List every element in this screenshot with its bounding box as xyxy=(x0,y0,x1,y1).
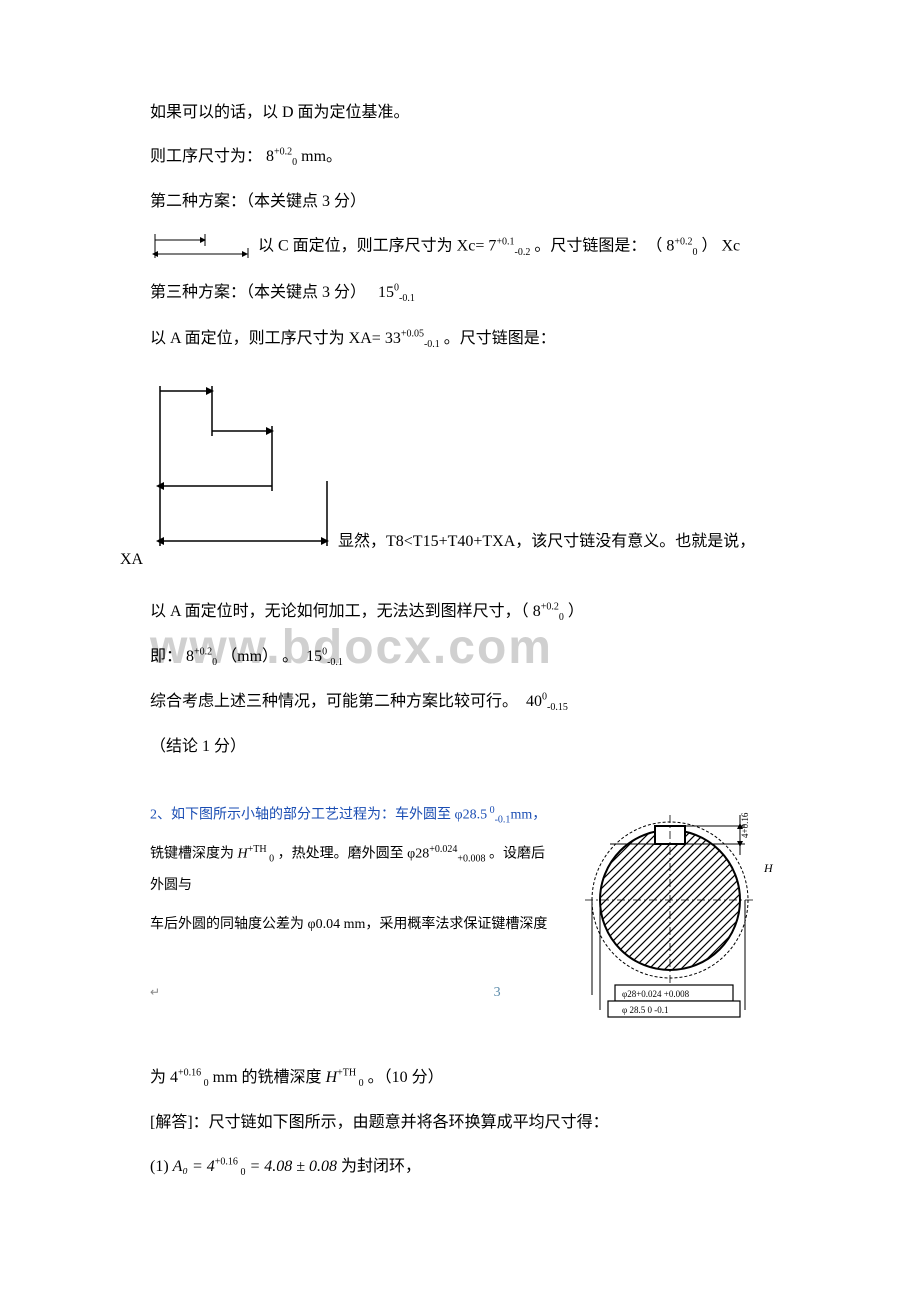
subscript: 0 xyxy=(201,1078,209,1089)
superscript: 0 xyxy=(394,283,399,294)
superscript: +0.024 xyxy=(429,844,457,855)
text-line: [解答]：尺寸链如下图所示，由题意并将各环换算成平均尺寸得： xyxy=(150,1110,780,1136)
superscript: +0.2 xyxy=(274,146,292,157)
text: （mm） xyxy=(221,648,278,665)
shaft-cross-section-diagram: 4+0.16 H φ28+0.024 +0.008 φ 28.5 0 -0.1 xyxy=(570,800,780,1025)
page-number: 3 xyxy=(494,985,501,1000)
text: 即： xyxy=(150,648,182,665)
text: ） xyxy=(568,603,584,620)
text: 第三种方案：（本关键点 3 分） xyxy=(150,284,366,301)
superscript: +TH xyxy=(248,844,267,855)
superscript: 0 xyxy=(487,805,495,816)
text-line: 为 4+0.16 0 mm 的铣槽深度 H+TH 0 。（10 分） xyxy=(150,1065,780,1092)
text-line: 如果可以的话，以 D 面为定位基准。 xyxy=(150,100,780,126)
text: 综合考虑上述三种情况，可能第二种方案比较可行。 xyxy=(150,693,518,710)
subscript: 0 xyxy=(238,1167,246,1178)
subscript: -0.2 xyxy=(515,247,531,258)
subscript: 0 xyxy=(693,247,698,258)
subscript: 0 xyxy=(356,1078,364,1089)
text: 以 A 面定位时，无论如何加工，无法达到图样尺寸，（ xyxy=(150,603,529,620)
text-line: 以 A 面定位时，无论如何加工，无法达到图样尺寸，（ 8+0.20 ） xyxy=(150,599,780,626)
superscript: +0.16 xyxy=(178,1068,201,1079)
text-line: 第三种方案：（本关键点 3 分） 150-0.1 xyxy=(150,280,780,307)
superscript: +0.16 xyxy=(215,1156,238,1167)
text: 为 xyxy=(150,1069,166,1086)
text: 铣键槽深度为 xyxy=(150,847,234,862)
text: 。（10 分） xyxy=(368,1069,444,1086)
superscript: +0.2 xyxy=(674,237,692,248)
subscript: 0 xyxy=(292,157,297,168)
text: 则工序尺寸为： xyxy=(150,148,262,165)
text: 。尺寸链图是： （ xyxy=(534,238,662,255)
subscript: -0.1 xyxy=(327,657,343,668)
text-line: （结论 1 分） xyxy=(150,734,780,760)
text-line: 即： 8+0.20 （mm） 。 150-0.1 xyxy=(150,644,780,671)
subscript: 0 xyxy=(212,657,217,668)
superscript: +0.2 xyxy=(194,647,212,658)
text: mm。 xyxy=(301,148,342,165)
superscript: 0 xyxy=(322,647,327,658)
text: ） Xc xyxy=(702,238,741,255)
text: 2、如下图所示小轴的部分工艺过程为：车外圆至 φ28.5 xyxy=(150,808,487,823)
superscript: +0.05 xyxy=(401,328,424,339)
value: 4 xyxy=(170,1069,178,1086)
superscript: +0.1 xyxy=(496,237,514,248)
value: 40 xyxy=(526,693,542,710)
dimension-chain-diagram: 显然，T8<T15+T40+TXA，该尺寸链没有意义。也就是说， xyxy=(150,371,780,551)
text: ，热处理。磨外圆至 φ28 xyxy=(278,847,430,862)
text: mm 的铣槽深度 xyxy=(213,1069,322,1086)
subscript: -0.1 xyxy=(399,294,415,305)
text-line: 以 A 面定位，则工序尺寸为 XA= 33+0.05-0.1 。尺寸链图是： xyxy=(150,326,780,353)
text-line: 则工序尺寸为： 8+0.20 mm。 xyxy=(150,144,780,171)
superscript: +0.2 xyxy=(541,601,559,612)
value: 8 xyxy=(186,648,194,665)
formula: A₀ = 4 xyxy=(173,1158,215,1175)
cursor-icon: ↵ xyxy=(150,985,160,999)
text: 。 xyxy=(282,648,298,665)
document-body: 如果可以的话，以 D 面为定位基准。 则工序尺寸为： 8+0.20 mm。 第二… xyxy=(150,100,780,1181)
text: (1) xyxy=(150,1158,169,1175)
formula: = 4.08 ± 0.08 xyxy=(249,1158,337,1175)
formula: H xyxy=(326,1069,338,1086)
text: 为封闭环， xyxy=(341,1158,421,1175)
value: 15 xyxy=(306,648,322,665)
svg-text:φ 28.5 0 -0.1: φ 28.5 0 -0.1 xyxy=(622,1005,668,1015)
text: 显然，T8<T15+T40+TXA，该尺寸链没有意义。也就是说， xyxy=(338,527,755,551)
subscript: 0 xyxy=(559,612,564,623)
subscript: -0.1 xyxy=(495,814,511,825)
text: 。尺寸链图是： xyxy=(444,330,556,347)
subscript: +0.008 xyxy=(457,854,485,865)
value: 33 xyxy=(385,330,401,347)
problem-2-text: 2、如下图所示小轴的部分工艺过程为：车外圆至 φ28.5 0-0.1mm， 铣键… xyxy=(150,800,550,1009)
text: 以 C 面定位，则工序尺寸为 Xc= xyxy=(258,238,484,255)
superscript: +TH xyxy=(337,1068,356,1079)
text-line: (1) A₀ = 4+0.16 0 = 4.08 ± 0.08 为封闭环， xyxy=(150,1154,780,1181)
value: 15 xyxy=(378,284,394,301)
subscript: 0 xyxy=(267,854,275,865)
text: mm， xyxy=(510,808,546,823)
value: 8 xyxy=(533,603,541,620)
text-line: 第二种方案：（本关键点 3 分） xyxy=(150,189,780,215)
value: 8 xyxy=(266,148,274,165)
subscript: -0.15 xyxy=(547,702,568,713)
text: 车后外圆的同轴度公差为 φ0.04 mm，采用概率法求保证键槽深度 xyxy=(150,910,550,941)
svg-text:4+0.16: 4+0.16 xyxy=(740,812,750,838)
svg-text:H: H xyxy=(763,861,774,875)
text-line: 综合考虑上述三种情况，可能第二种方案比较可行。 400-0.15 xyxy=(150,689,780,716)
xa-label: XA xyxy=(120,551,143,569)
text: 以 A 面定位，则工序尺寸为 XA= xyxy=(150,330,381,347)
text-line: 以 C 面定位，则工序尺寸为 Xc= 7+0.1-0.2 。尺寸链图是： （ 8… xyxy=(150,232,780,262)
formula: H xyxy=(238,847,248,862)
problem-2-block: 2、如下图所示小轴的部分工艺过程为：车外圆至 φ28.5 0-0.1mm， 铣键… xyxy=(150,800,780,1025)
dimension-chain-icon xyxy=(150,232,250,262)
svg-text:φ28+0.024 +0.008: φ28+0.024 +0.008 xyxy=(622,989,690,999)
subscript: -0.1 xyxy=(424,339,440,350)
